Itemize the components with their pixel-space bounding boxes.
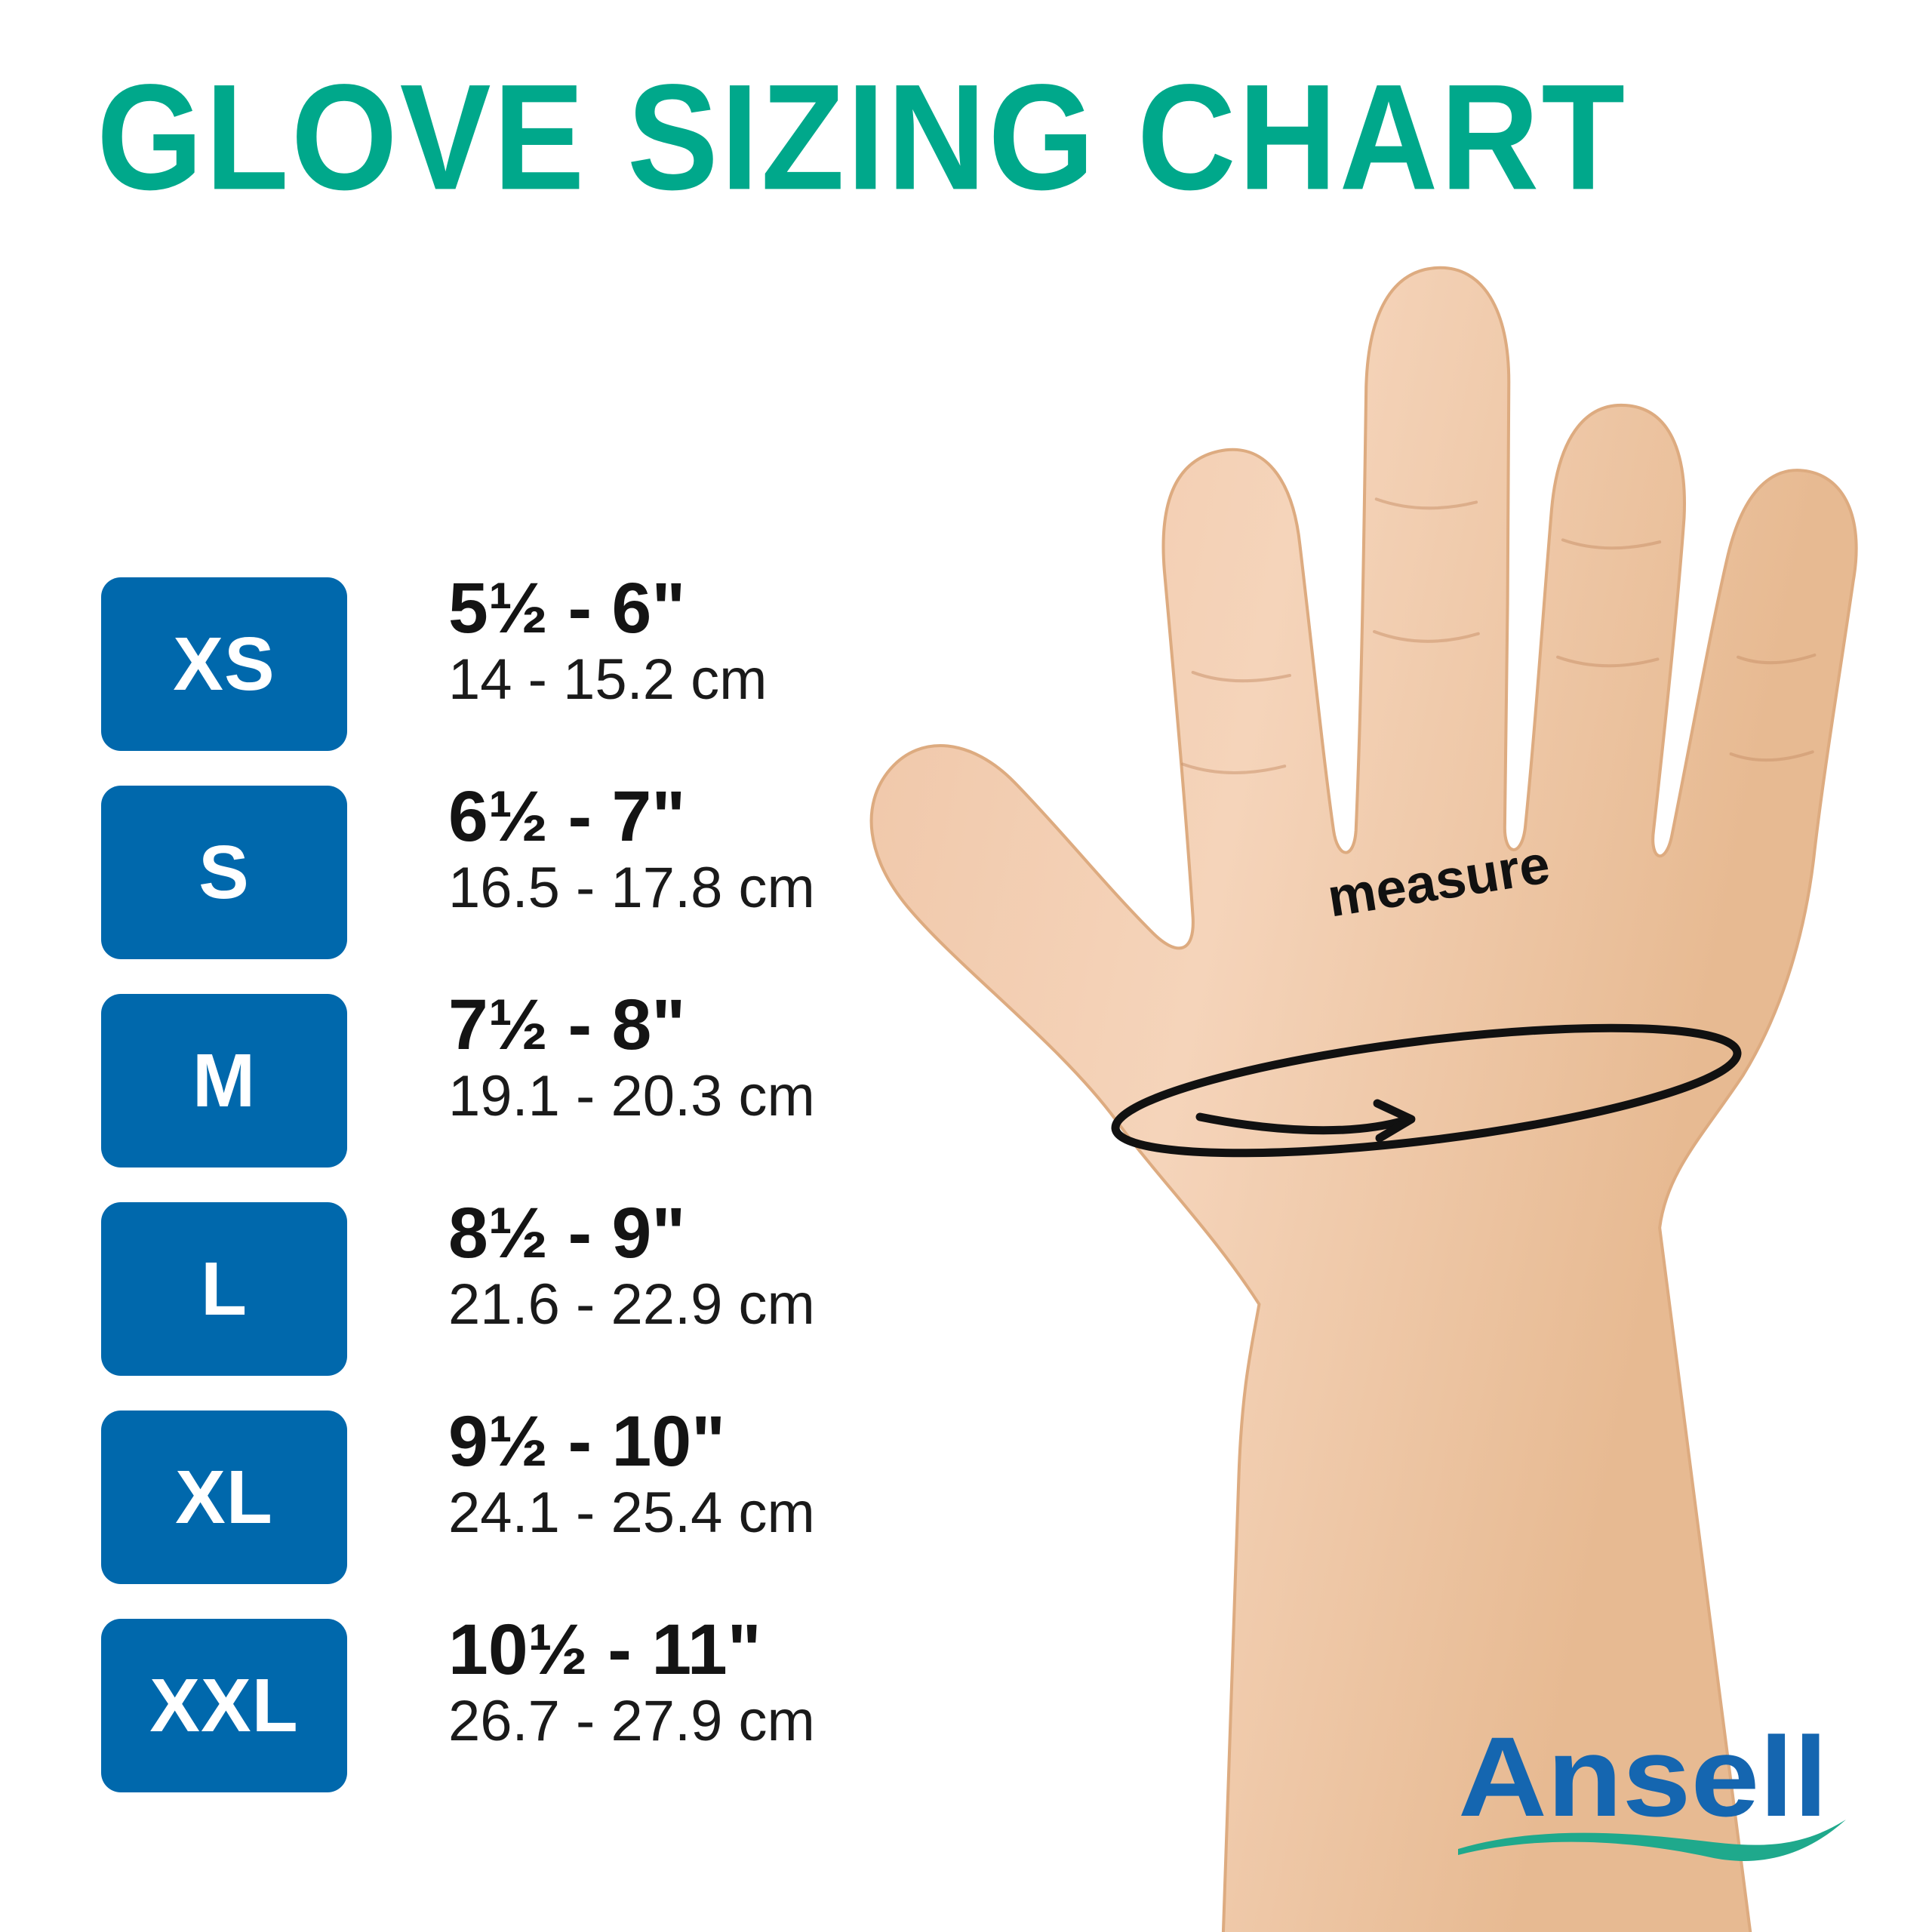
svg-text:Ansell: Ansell	[1458, 1719, 1828, 1840]
